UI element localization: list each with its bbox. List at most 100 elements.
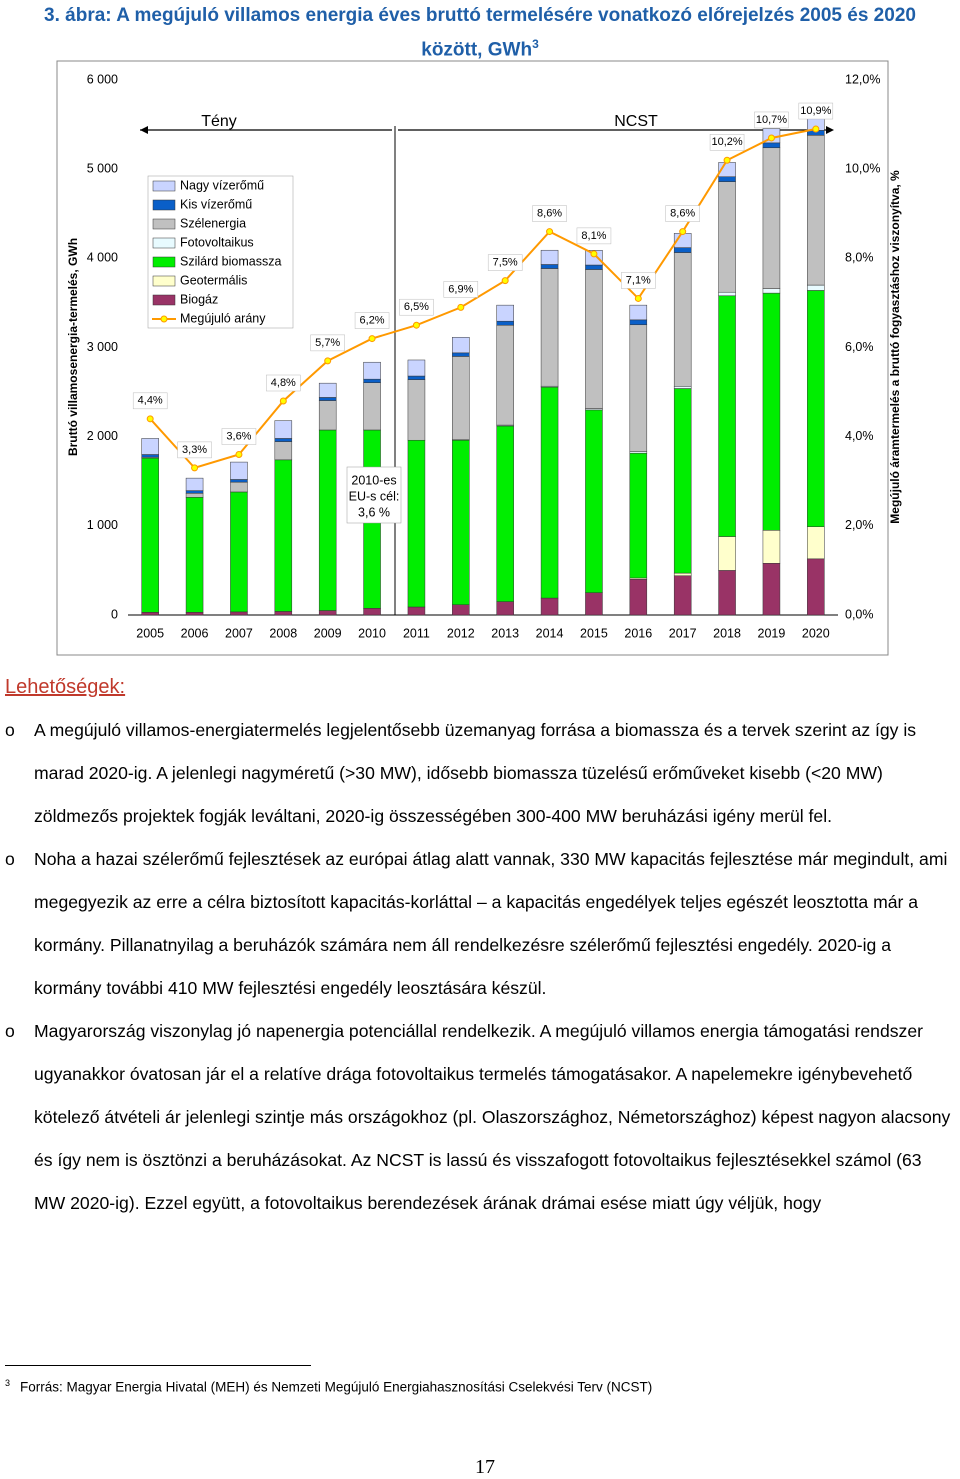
bar-segment [230,462,247,479]
bar-segment [142,455,159,458]
bar-segment [452,353,469,357]
ratio-marker [680,229,686,235]
arrow-head [826,126,834,134]
bar-segment [319,430,336,611]
note-line: EU-s cél: [349,489,400,503]
bullet-marker: o [5,709,15,752]
value-label: 6,2% [360,314,385,326]
plan-label: NCST [614,113,658,130]
value-label: 7,5% [493,257,518,269]
value-label: 8,6% [537,207,562,219]
legend-label: Fotovoltaikus [180,235,254,249]
legend-label: Megújuló arány [180,311,266,325]
ratio-marker [813,126,819,132]
x-tick-label: 2012 [447,626,475,640]
y2-tick-label: 8,0% [845,251,874,265]
bar-segment [275,460,292,612]
bar-segment [364,379,381,383]
bar-segment [275,421,292,439]
bar-segment [630,320,647,325]
bar-segment [763,563,780,615]
x-tick-label: 2018 [713,626,741,640]
bar-segment [807,135,824,285]
section-heading: Lehetőségek: [5,676,125,699]
ratio-marker [413,322,419,328]
bar-segment [364,383,381,430]
y2-tick-label: 10,0% [845,161,880,175]
y2-tick-label: 12,0% [845,72,880,86]
bar-segment [674,573,691,576]
bar-segment [763,530,780,563]
bar-segment [630,579,647,615]
x-tick-label: 2008 [269,626,297,640]
value-label: 10,2% [711,136,742,148]
y-tick-label: 2 000 [87,429,118,443]
bar-segment [763,293,780,530]
fact-label: Tény [201,113,237,130]
bar-segment [541,268,558,386]
bar-segment [674,248,691,253]
bar-segment [452,337,469,353]
x-tick-label: 2006 [181,626,209,640]
ratio-marker [236,452,242,458]
bar-segment [541,387,558,598]
bar-segment [763,289,780,293]
bar-segment [497,325,514,425]
bar-segment [319,611,336,615]
bar-segment [408,376,425,380]
bar-segment [541,250,558,264]
bar-segment [674,576,691,615]
x-tick-label: 2007 [225,626,253,640]
y-tick-label: 5 000 [87,161,118,175]
bar-segment [275,442,292,460]
x-tick-label: 2013 [491,626,519,640]
value-label: 10,9% [800,105,831,117]
bar-segment [186,491,203,494]
bar-segment [719,570,736,615]
x-tick-label: 2005 [136,626,164,640]
bar-segment [364,608,381,615]
note-line: 3,6 % [358,505,390,519]
legend-swatch [153,295,175,305]
y-tick-label: 0 [111,607,118,621]
bar-segment [230,612,247,615]
bar-segment [719,537,736,571]
legend-swatch [153,181,175,191]
bar-segment [630,453,647,578]
page-number: 17 [0,1456,960,1479]
bar-segment [541,264,558,268]
legend-label: Biogáz [180,292,218,306]
bar-segment [230,479,247,482]
bar-segment [319,401,336,430]
bar-segment [719,292,736,296]
bullet-text: Noha a hazai szélerőmű fejlesztések az e… [34,849,947,998]
y2-tick-label: 6,0% [845,340,874,354]
legend-label: Kis vízerőmű [180,197,252,211]
value-label: 6,9% [448,283,473,295]
bar-segment [497,305,514,321]
x-tick-label: 2019 [758,626,786,640]
bar-segment [497,602,514,615]
bar-segment [585,410,602,593]
ratio-marker [147,416,153,422]
bar-segment [585,269,602,408]
value-label: 8,6% [670,207,695,219]
bar-segment [763,143,780,148]
bar-segment [275,438,292,441]
x-tick-label: 2016 [624,626,652,640]
x-tick-label: 2010 [358,626,386,640]
y-tick-label: 1 000 [87,518,118,532]
bar-segment [541,598,558,615]
ratio-marker [768,135,774,141]
bar-segment [408,607,425,615]
legend-swatch [153,238,175,248]
bar-segment [630,451,647,453]
ratio-marker [458,304,464,310]
bar-segment [186,493,203,497]
y2-tick-label: 2,0% [845,518,874,532]
bar-segment [807,285,824,290]
ratio-marker [635,295,641,301]
